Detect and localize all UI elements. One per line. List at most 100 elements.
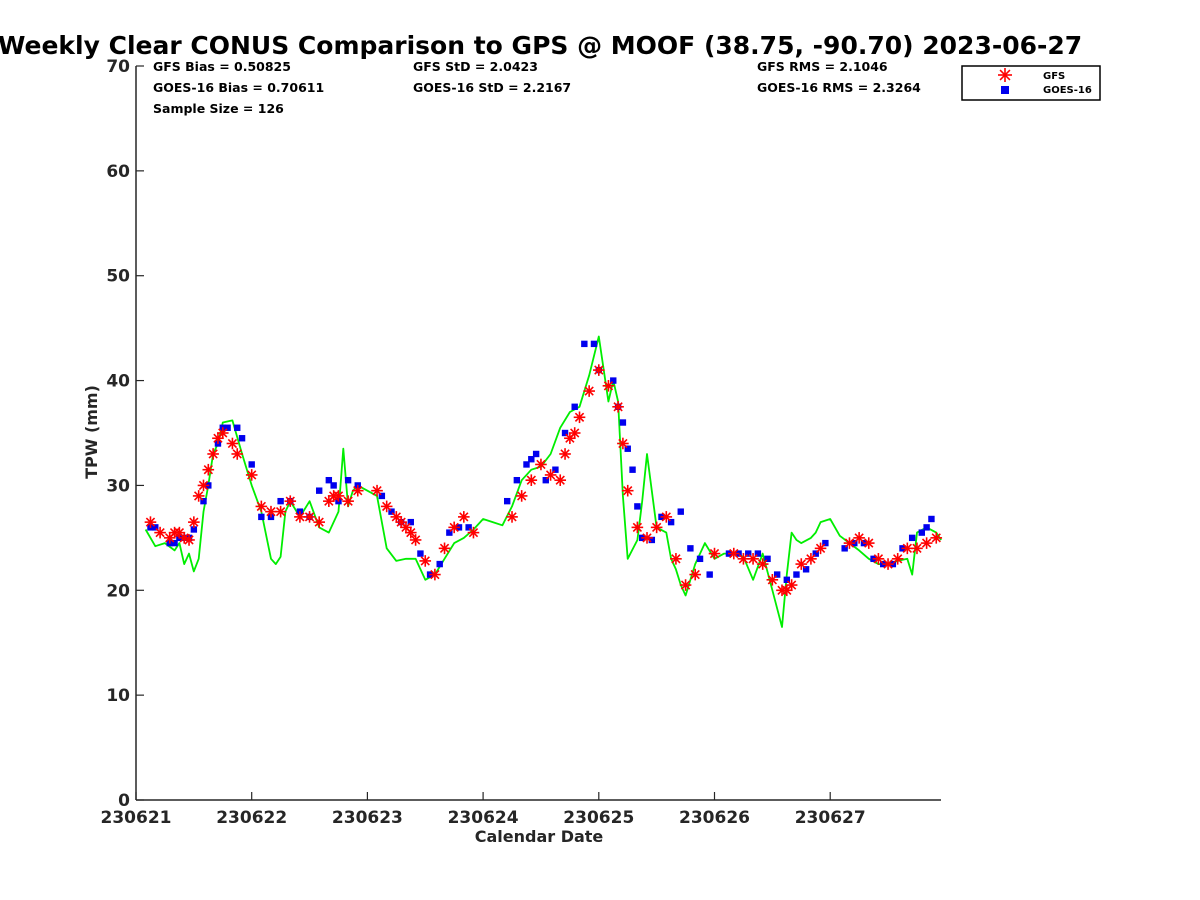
gfs-point	[207, 448, 219, 460]
gfs-point	[593, 364, 605, 376]
gfs-point	[255, 500, 268, 513]
goes16-point	[344, 476, 352, 484]
gfs-rms-stat: GFS RMS = 2.1046	[757, 59, 888, 74]
x-tick-label: 230625	[563, 808, 634, 828]
gfs-point	[202, 463, 215, 476]
goes16-point	[793, 571, 800, 578]
goes16-point	[465, 524, 472, 531]
goes16-point	[918, 529, 925, 536]
goes-bias-stat: GOES-16 Bias = 0.70611	[153, 80, 324, 95]
goes16-point	[200, 497, 207, 505]
gfs-point	[265, 505, 277, 518]
goes16-point	[648, 536, 656, 544]
y-tick-label: 10	[106, 686, 130, 706]
gfs-point	[573, 411, 586, 424]
gfs-point	[583, 385, 595, 397]
gfs-point	[621, 484, 634, 497]
goes16-point	[388, 508, 395, 515]
goes16-point	[677, 508, 684, 515]
gfs-point	[506, 511, 518, 523]
gfs-point	[805, 553, 817, 565]
gfs-std-stat: GFS StD = 2.0423	[413, 59, 538, 74]
goes16-point	[923, 524, 930, 531]
goes16-point	[619, 419, 627, 426]
gfs-point	[371, 484, 383, 497]
gfs-point	[756, 558, 769, 570]
goes16-point	[417, 550, 424, 557]
gfs-point	[872, 553, 885, 565]
goes16-point	[542, 476, 549, 484]
gfs-point	[188, 516, 200, 528]
goes16-point	[330, 482, 337, 489]
gfs-point	[679, 579, 692, 591]
goes16-point	[532, 450, 540, 458]
goes16-point	[634, 503, 641, 510]
x-axis-label: Calendar Date	[475, 827, 604, 846]
gfs-point	[554, 474, 567, 486]
gfs-point	[853, 532, 865, 544]
goes16-point	[783, 576, 791, 583]
gfs-point	[467, 526, 480, 539]
gfs-point	[747, 553, 759, 565]
gfs-point	[448, 521, 460, 534]
y-axis-label: TPW (mm)	[82, 385, 101, 479]
gfs-point	[404, 526, 417, 539]
sample-size-stat: Sample Size = 126	[153, 101, 284, 116]
goes16-point	[378, 492, 386, 500]
goes-std-stat: GOES-16 StD = 2.2167	[413, 80, 571, 95]
goes16-point	[667, 518, 675, 526]
goes-rms-stat: GOES-16 RMS = 2.3264	[757, 80, 921, 95]
gfs-point	[617, 437, 629, 450]
goes16-point	[687, 545, 694, 552]
gfs-point	[216, 427, 229, 439]
goes16-point	[234, 424, 241, 431]
x-tick-label: 230627	[795, 808, 866, 828]
goes16-point	[258, 513, 265, 521]
gfs-point	[843, 537, 856, 549]
gfs-point	[231, 448, 244, 460]
gfs-point	[650, 521, 663, 534]
goes16-point	[610, 377, 617, 384]
y-tick-label: 20	[106, 581, 130, 601]
x-tick-label: 230626	[679, 808, 750, 828]
goes16-point	[908, 534, 916, 542]
axes: 0 10 20 30 40 50 60 70 230621 230622 230623 230624 2…	[101, 57, 941, 828]
gfs-point	[862, 537, 875, 549]
goes16-point	[277, 497, 284, 505]
gfs-point	[708, 547, 721, 560]
gfs-point	[911, 542, 923, 555]
goes16-point	[315, 487, 323, 494]
legend-gfs-label: GFS	[1043, 71, 1065, 82]
goes16-point	[812, 550, 819, 557]
goes16-point	[773, 571, 781, 578]
chart-title: Weekly Clear CONUS Comparison to GPS @ M…	[0, 31, 1082, 60]
gfs-point	[303, 511, 316, 523]
gfs-point	[795, 558, 808, 570]
y-tick-label: 50	[106, 267, 130, 287]
gfs-point	[689, 568, 702, 581]
gfs-point	[612, 400, 624, 413]
gfs-point	[525, 474, 538, 486]
legend-gfs-marker	[998, 68, 1012, 82]
series-layer	[144, 335, 943, 628]
y-tick-label: 70	[106, 57, 130, 77]
gfs-point	[380, 500, 393, 513]
gfs-point	[183, 534, 195, 546]
goes16-point	[446, 529, 453, 536]
goes16-point	[528, 456, 535, 463]
gfs-point	[192, 490, 205, 502]
gfs-point	[670, 553, 682, 565]
goes16-point	[590, 340, 598, 348]
goes16-point	[706, 571, 713, 578]
legend-box	[961, 65, 1101, 101]
gfs-point	[727, 547, 740, 560]
gfs-point	[332, 490, 345, 502]
goes16-point	[745, 550, 752, 557]
gfs-point	[400, 521, 412, 534]
gfs-point	[930, 532, 943, 544]
gfs-point	[891, 553, 904, 565]
gfs-point	[438, 542, 451, 555]
gfs-point	[882, 558, 894, 570]
gfs-point	[274, 505, 287, 518]
goes16-point	[696, 555, 704, 563]
